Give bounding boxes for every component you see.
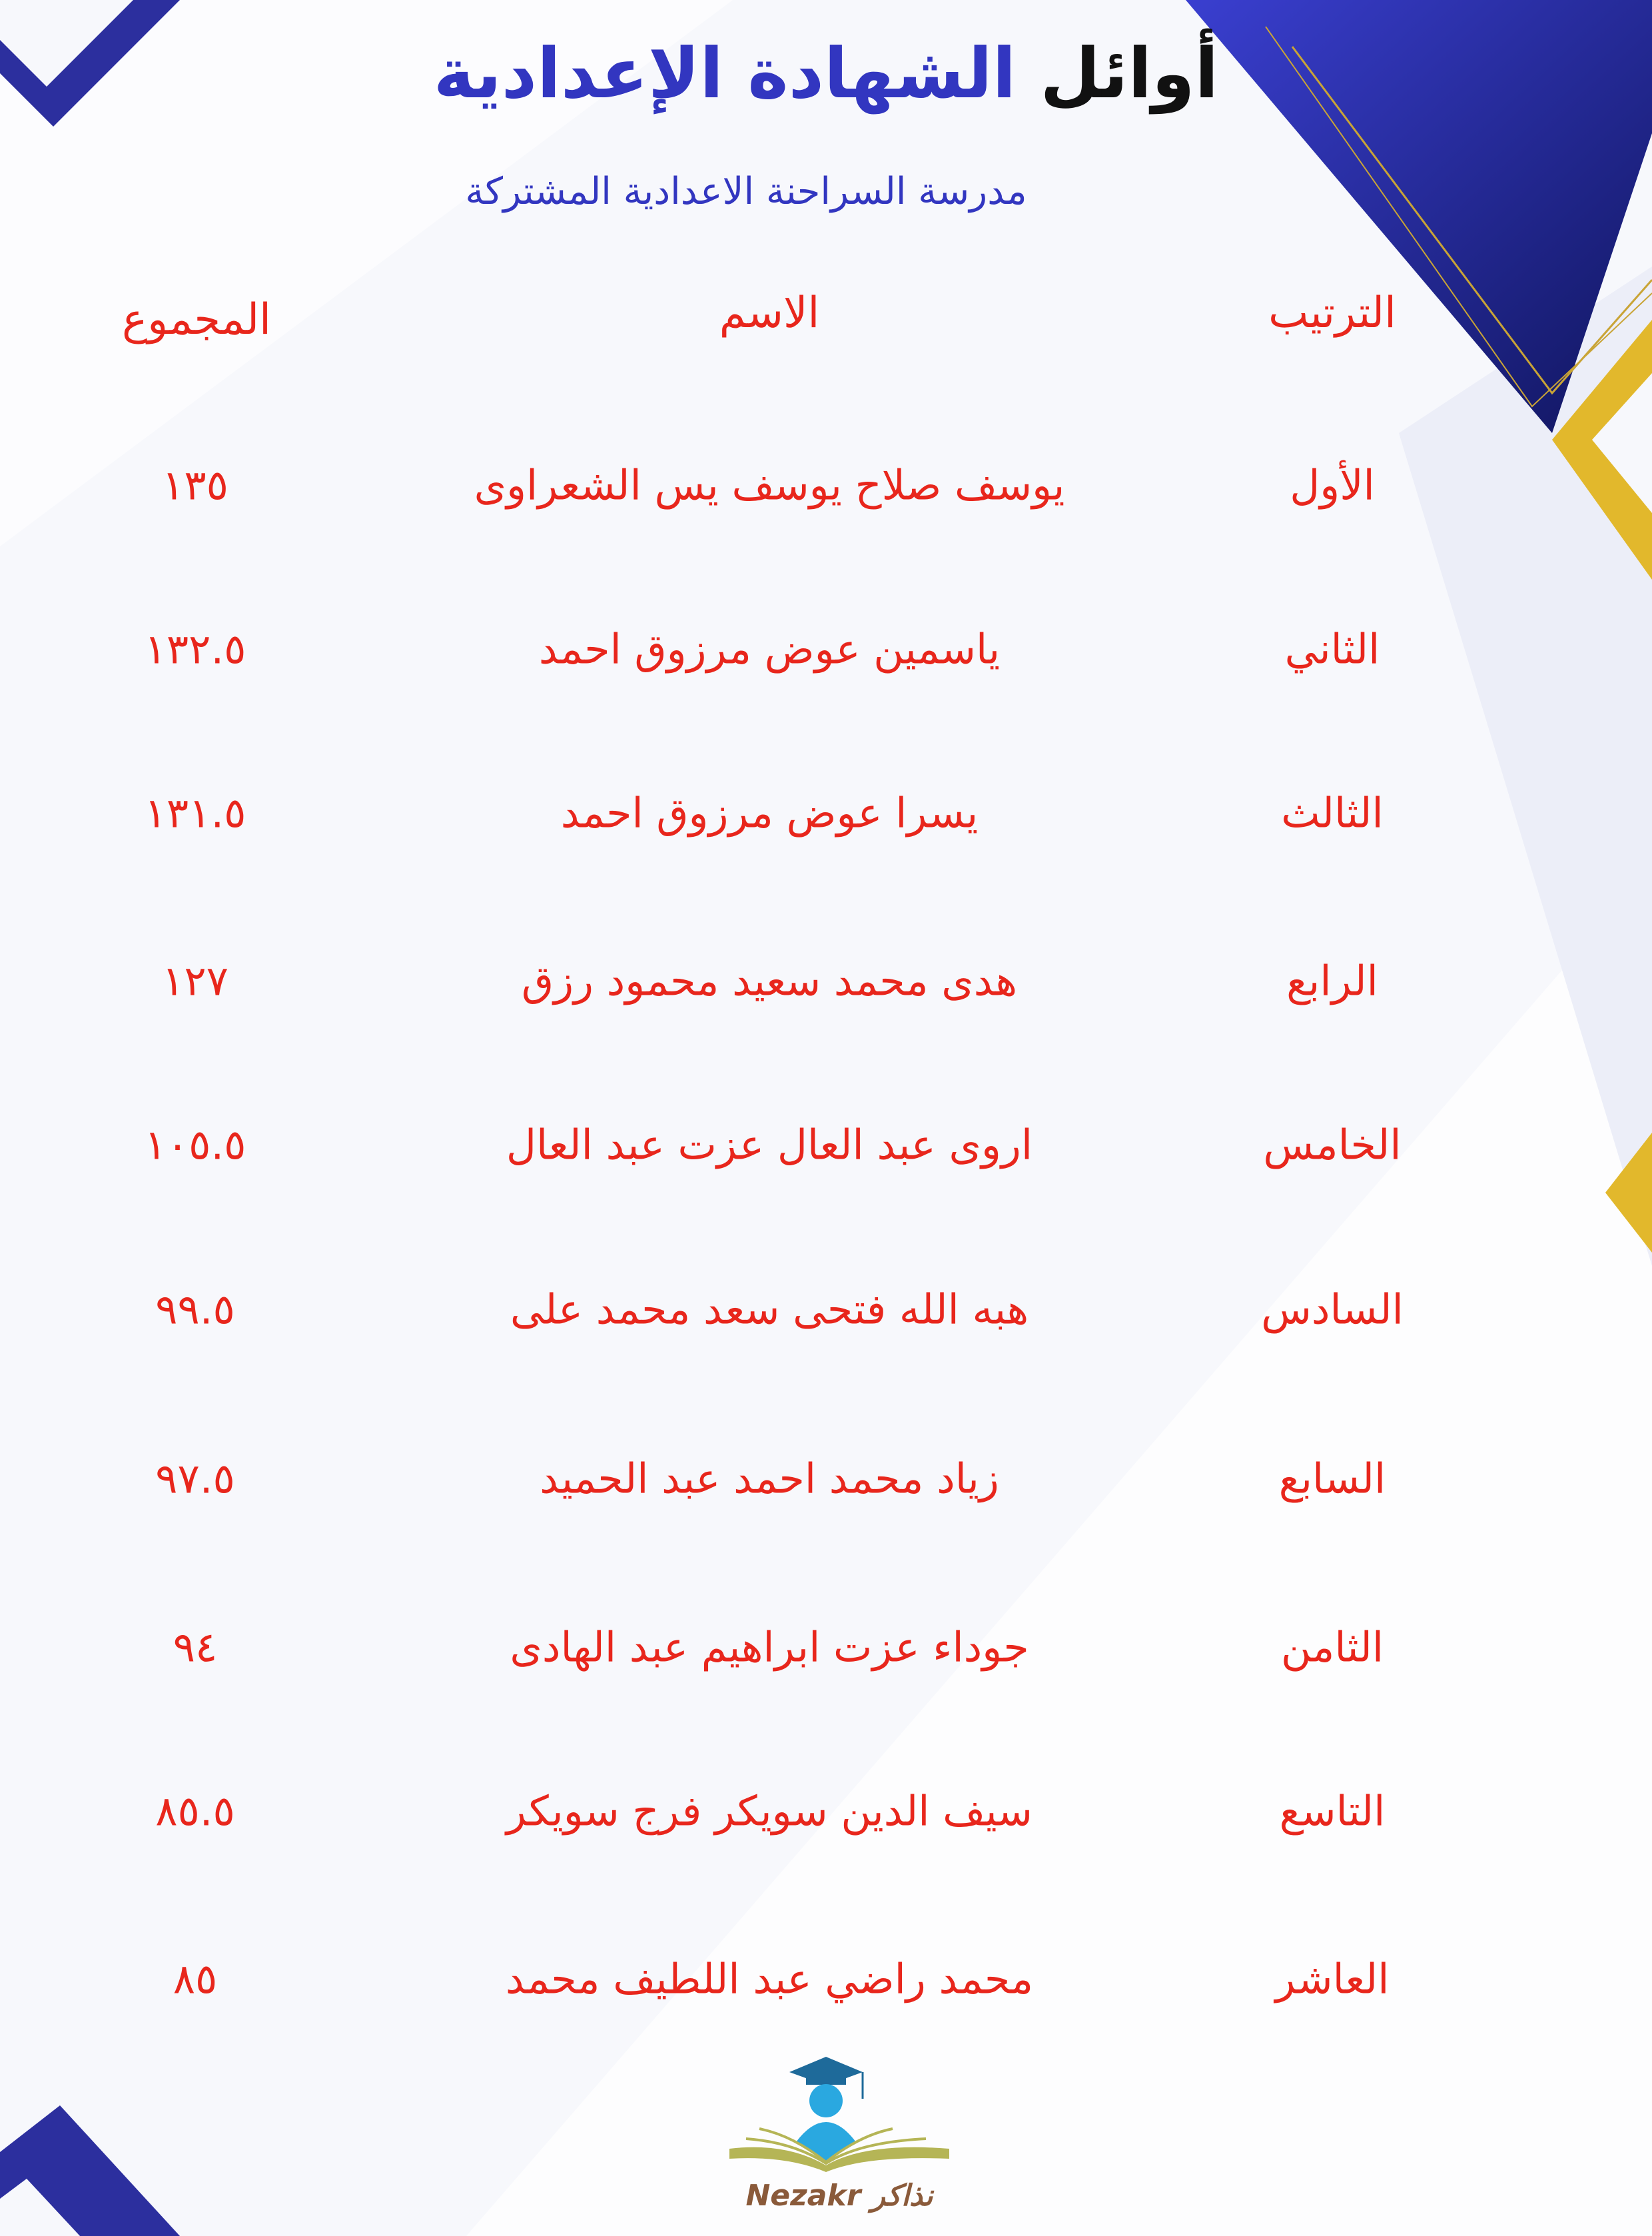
row-rank: العاشر	[1275, 1954, 1390, 2003]
row-name: يوسف صلاح يوسف يس الشعراوى	[474, 460, 1065, 510]
header-total: المجموع	[122, 295, 271, 344]
row-total: ٩٤	[173, 1622, 218, 1672]
row-rank: الثاني	[1284, 624, 1380, 674]
row-name: يسرا عوض مرزوق احمد	[560, 788, 979, 838]
header-rank: الترتيب	[1268, 288, 1396, 338]
row-total: ١٠٥.٥	[144, 1120, 246, 1169]
row-total: ١٢٧	[162, 956, 228, 1005]
row-total: ٨٥.٥	[155, 1786, 235, 1836]
row-rank: الثالث	[1281, 788, 1384, 838]
open-book-icon	[729, 2147, 949, 2172]
title-part2: الشهادة الإعدادية	[433, 33, 1017, 114]
student-head-icon	[809, 2084, 843, 2117]
row-total: ٩٧.٥	[155, 1454, 235, 1503]
row-rank: السابع	[1278, 1454, 1386, 1503]
row-total: ٨٥	[173, 1954, 218, 2003]
row-total: ١٣١.٥	[144, 788, 246, 838]
row-name: اروى عبد العال عزت عبد العال	[506, 1120, 1033, 1169]
row-name: سيف الدين سويكر فرج سويكر	[506, 1786, 1033, 1836]
page-title: أوائل الشهادة الإعدادية	[0, 27, 1652, 120]
row-name: ياسمين عوض مرزوق احمد	[538, 624, 1001, 674]
row-rank: الثامن	[1280, 1622, 1384, 1672]
title-part1: أوائل	[1040, 33, 1219, 114]
header-name: الاسم	[719, 288, 820, 338]
row-name: هبه الله فتحى سعد محمد على	[510, 1285, 1029, 1334]
row-name: محمد راضي عبد اللطيف محمد	[505, 1954, 1034, 2003]
svg-text:Nezakr نذاكر: Nezakr نذاكر	[745, 2179, 935, 2213]
row-total: ١٣٢.٥	[144, 624, 246, 674]
row-name: هدى محمد سعيد محمود رزق	[521, 956, 1018, 1005]
school-name: مدرسة السراحنة الاعدادية المشتركة	[465, 170, 1027, 213]
row-rank: التاسع	[1279, 1786, 1386, 1836]
row-rank: الخامس	[1263, 1120, 1402, 1169]
row-rank: الأول	[1290, 460, 1375, 510]
nezakr-logo: Nezakr نذاكر	[729, 2057, 949, 2213]
row-name: زياد محمد احمد عبد الحميد	[540, 1454, 999, 1503]
row-total: ١٣٥	[162, 460, 228, 510]
row-name: جوداء عزت ابراهيم عبد الهادى	[510, 1622, 1029, 1672]
row-total: ٩٩.٥	[155, 1285, 235, 1334]
row-rank: السادس	[1261, 1285, 1404, 1334]
row-rank: الرابع	[1286, 956, 1378, 1005]
